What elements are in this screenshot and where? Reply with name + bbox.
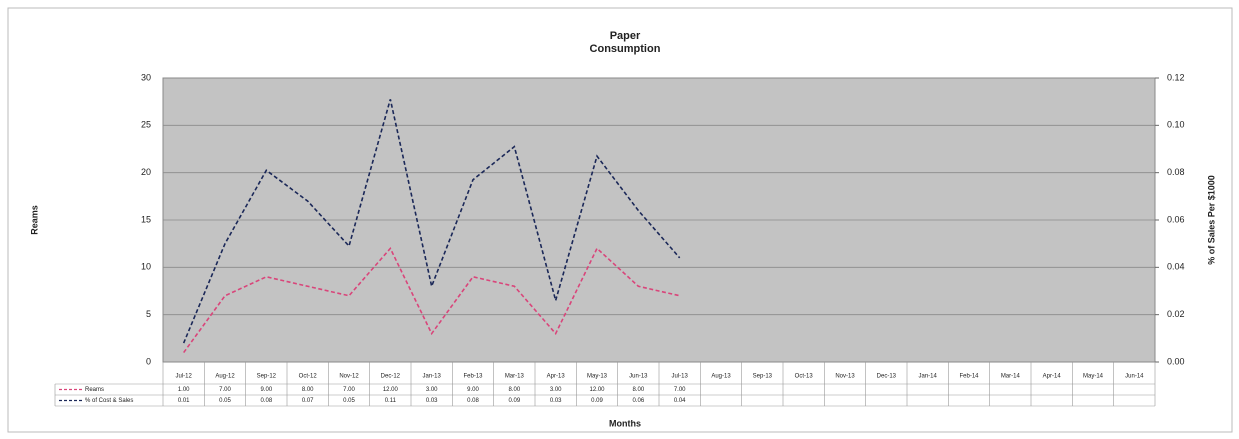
- x-tick-label: Mar-14: [1001, 374, 1021, 380]
- x-tick-label: May-14: [1083, 374, 1104, 380]
- data-label: 12.00: [589, 387, 605, 393]
- x-tick-label: Feb-13: [463, 374, 483, 380]
- legend-label: Reams: [85, 387, 104, 393]
- data-label: 0.05: [343, 398, 355, 404]
- y-tick-label: 30: [141, 72, 151, 82]
- data-label: 9.00: [467, 387, 479, 393]
- x-axis-title: Months: [609, 418, 641, 428]
- data-label: 3.00: [426, 387, 438, 393]
- x-tick-label: Jan-13: [422, 374, 441, 380]
- chart-title: Paper: [610, 30, 641, 42]
- y-axis-title: Reams: [29, 205, 39, 235]
- y-tick-label: 25: [141, 120, 151, 130]
- data-label: 3.00: [550, 387, 562, 393]
- data-label: 0.05: [219, 398, 231, 404]
- x-tick-label: Nov-12: [339, 374, 359, 380]
- y-tick-label: 10: [141, 262, 151, 272]
- y-tick-label: 0: [146, 356, 151, 366]
- x-tick-label: Jul-12: [175, 374, 192, 380]
- data-label: 9.00: [260, 387, 272, 393]
- x-tick-label: Jun-13: [629, 374, 648, 380]
- data-label: 8.00: [508, 387, 520, 393]
- data-label: 8.00: [632, 387, 644, 393]
- x-tick-label: Oct-13: [795, 374, 814, 380]
- data-label: 0.06: [632, 398, 644, 404]
- data-label: 0.07: [302, 398, 314, 404]
- data-label: 0.09: [591, 398, 603, 404]
- x-tick-label: Aug-12: [215, 374, 235, 380]
- x-tick-label: May-13: [587, 374, 608, 380]
- y2-tick-label: 0.06: [1167, 214, 1185, 224]
- data-label: 0.08: [467, 398, 479, 404]
- x-tick-label: Aug-13: [711, 374, 731, 380]
- data-label: 0.03: [550, 398, 562, 404]
- data-label: 1.00: [178, 387, 190, 393]
- y2-axis-title: % of Sales Per $1000: [1206, 175, 1216, 265]
- y2-tick-label: 0.08: [1167, 167, 1185, 177]
- x-tick-label: Apr-13: [547, 374, 566, 380]
- x-tick-label: Jul-13: [671, 374, 688, 380]
- x-tick-label: Apr-14: [1043, 374, 1062, 380]
- chart-title: Consumption: [590, 43, 661, 55]
- data-label: 0.11: [385, 398, 397, 404]
- data-label: 0.08: [260, 398, 272, 404]
- y-tick-label: 15: [141, 214, 151, 224]
- y-tick-label: 5: [146, 309, 151, 319]
- x-tick-label: Dec-13: [877, 374, 897, 380]
- data-label: 12.00: [383, 387, 399, 393]
- data-label: 7.00: [219, 387, 231, 393]
- series-line: [183, 246, 680, 354]
- x-tick-label: Mar-13: [505, 374, 525, 380]
- y2-tick-label: 0.12: [1167, 72, 1185, 82]
- data-label: 7.00: [343, 387, 355, 393]
- x-tick-label: Feb-14: [959, 374, 979, 380]
- y2-tick-label: 0.04: [1167, 262, 1185, 272]
- x-tick-label: Jan-14: [918, 374, 937, 380]
- x-tick-label: Jun-14: [1125, 374, 1144, 380]
- data-label: 0.01: [178, 398, 190, 404]
- data-label: 7.00: [674, 387, 686, 393]
- data-label: 0.09: [508, 398, 520, 404]
- x-tick-label: Oct-12: [299, 374, 318, 380]
- x-tick-label: Nov-13: [835, 374, 855, 380]
- y2-tick-label: 0.00: [1167, 356, 1185, 366]
- data-label: 0.03: [426, 398, 438, 404]
- x-tick-label: Sep-13: [753, 374, 773, 380]
- x-tick-label: Dec-12: [381, 374, 401, 380]
- legend-label: % of Cost & Sales: [85, 398, 133, 404]
- y2-tick-label: 0.02: [1167, 309, 1185, 319]
- data-label: 8.00: [302, 387, 314, 393]
- y2-tick-label: 0.10: [1167, 120, 1185, 130]
- x-tick-label: Sep-12: [257, 374, 277, 380]
- series-line: [182, 99, 681, 344]
- data-label: 0.04: [674, 398, 686, 404]
- y-tick-label: 20: [141, 167, 151, 177]
